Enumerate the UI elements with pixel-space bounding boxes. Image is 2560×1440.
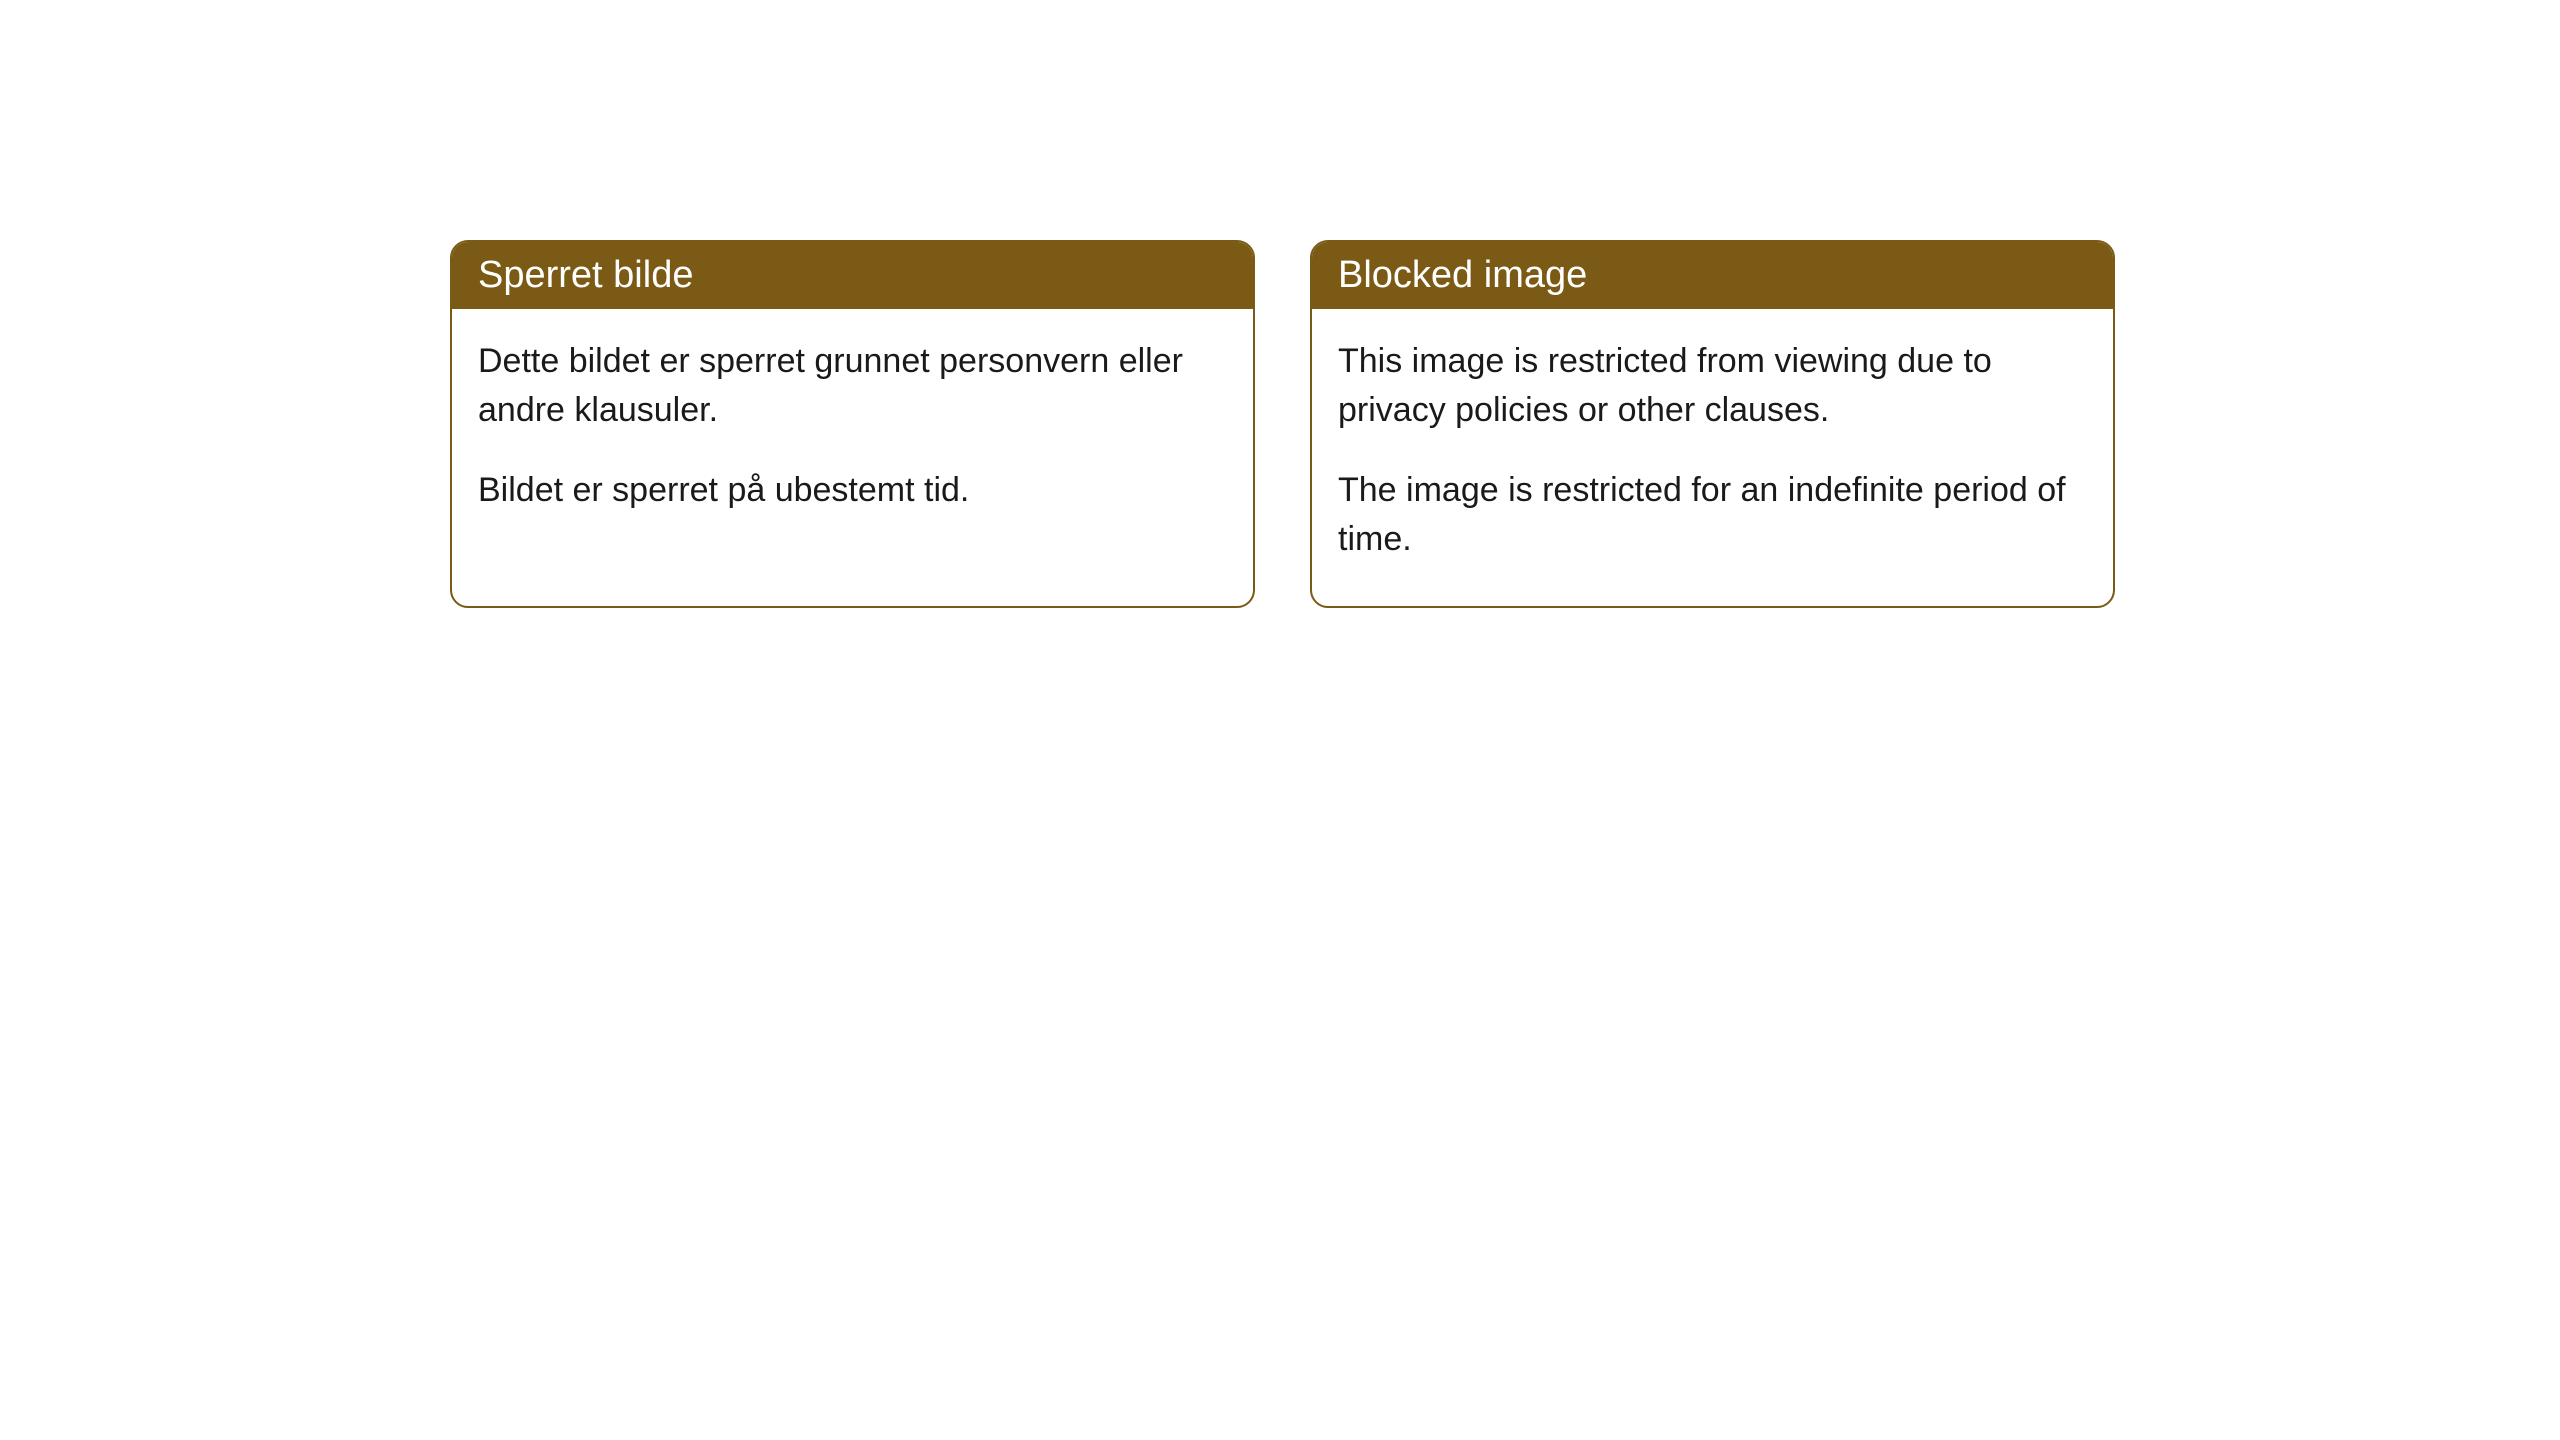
card-header: Sperret bilde xyxy=(452,242,1253,309)
notice-cards-container: Sperret bilde Dette bildet er sperret gr… xyxy=(450,240,2115,608)
card-title: Blocked image xyxy=(1338,254,1587,296)
card-paragraph: The image is restricted for an indefinit… xyxy=(1338,466,2087,565)
card-body: This image is restricted from viewing du… xyxy=(1312,309,2113,606)
card-header: Blocked image xyxy=(1312,242,2113,309)
card-paragraph: Bildet er sperret på ubestemt tid. xyxy=(478,466,1227,515)
card-paragraph: Dette bildet er sperret grunnet personve… xyxy=(478,337,1227,436)
card-body: Dette bildet er sperret grunnet personve… xyxy=(452,309,1253,557)
card-paragraph: This image is restricted from viewing du… xyxy=(1338,337,2087,436)
notice-card-english: Blocked image This image is restricted f… xyxy=(1310,240,2115,608)
notice-card-norwegian: Sperret bilde Dette bildet er sperret gr… xyxy=(450,240,1255,608)
card-title: Sperret bilde xyxy=(478,254,693,296)
